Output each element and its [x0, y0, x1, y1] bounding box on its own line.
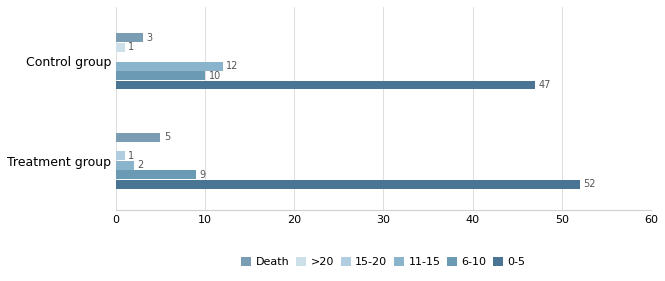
Text: 1: 1	[128, 42, 134, 52]
Bar	[116, 161, 134, 170]
Text: 5: 5	[164, 132, 170, 142]
Bar	[116, 62, 223, 71]
Text: 10: 10	[209, 71, 221, 81]
Text: 2: 2	[137, 160, 144, 170]
Bar	[116, 43, 125, 52]
Bar	[116, 133, 160, 142]
Bar	[116, 71, 205, 80]
Text: 12: 12	[226, 61, 239, 71]
Text: 47: 47	[539, 80, 551, 90]
Text: 1: 1	[128, 151, 134, 161]
Text: 3: 3	[146, 33, 152, 43]
Bar	[116, 151, 125, 160]
Text: 9: 9	[200, 170, 205, 180]
Bar	[116, 170, 196, 179]
Text: 52: 52	[583, 179, 596, 189]
Bar	[116, 180, 580, 189]
Bar	[116, 81, 535, 89]
Legend: Death, >20, 15-20, 11-15, 6-10, 0-5: Death, >20, 15-20, 11-15, 6-10, 0-5	[237, 252, 530, 272]
Bar	[116, 33, 142, 42]
